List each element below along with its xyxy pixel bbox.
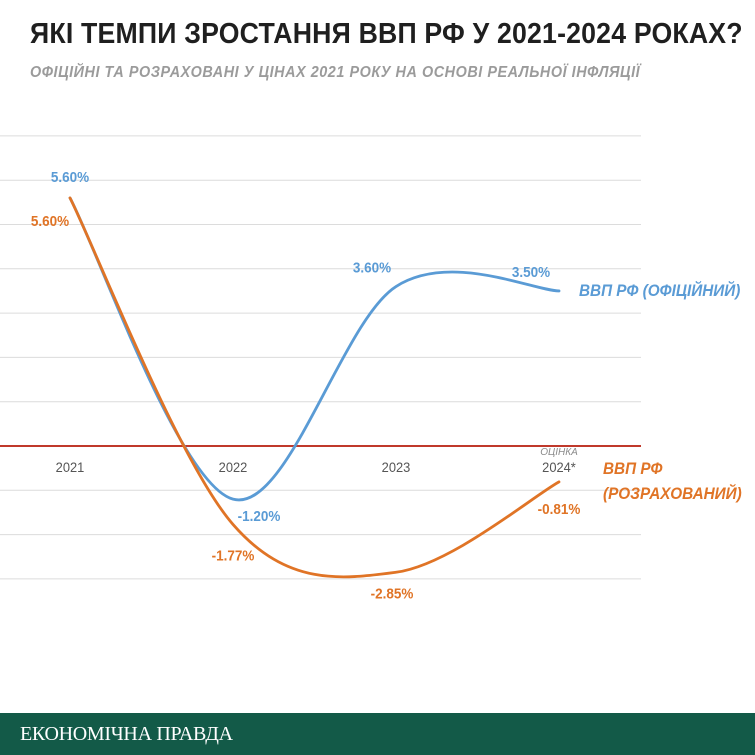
series-line (68, 196, 561, 502)
data-label: -1.77% (212, 548, 255, 565)
series-line (68, 196, 561, 579)
x-tick-label: 2024* (542, 460, 576, 476)
data-label: 3.60% (353, 260, 392, 277)
brand-logo: ЕКОНОМІЧНА ПРАВДА (20, 723, 233, 745)
data-label: -2.85% (371, 586, 414, 603)
chart-title: ЯКІ ТЕМПИ ЗРОСТАННЯ ВВП РФ У 2021-2024 Р… (30, 18, 743, 50)
legend-label-calculated-line1: ВВП РФ (603, 459, 663, 478)
data-label: -1.20% (238, 509, 281, 526)
legend-label-official: ВВП РФ (ОФІЦІЙНИЙ) (579, 279, 740, 300)
data-label: 5.60% (51, 169, 90, 186)
data-label: -0.81% (538, 501, 581, 518)
data-label: 3.50% (512, 264, 551, 281)
x-tick-label: 2023 (382, 460, 411, 476)
chart-subtitle: ОФІЦІЙНІ ТА РОЗРАХОВАНІ У ЦІНАХ 2021 РОК… (30, 64, 641, 81)
estimate-note: ОЦІНКА (540, 447, 578, 458)
x-tick-label: 2021 (56, 460, 85, 476)
data-label: 5.60% (31, 213, 70, 230)
legend-label-calculated-line2: (РОЗРАХОВАНИЙ) (603, 482, 742, 503)
footer-bar: ЕКОНОМІЧНА ПРАВДА (0, 713, 755, 755)
x-tick-label: 2022 (219, 460, 248, 476)
